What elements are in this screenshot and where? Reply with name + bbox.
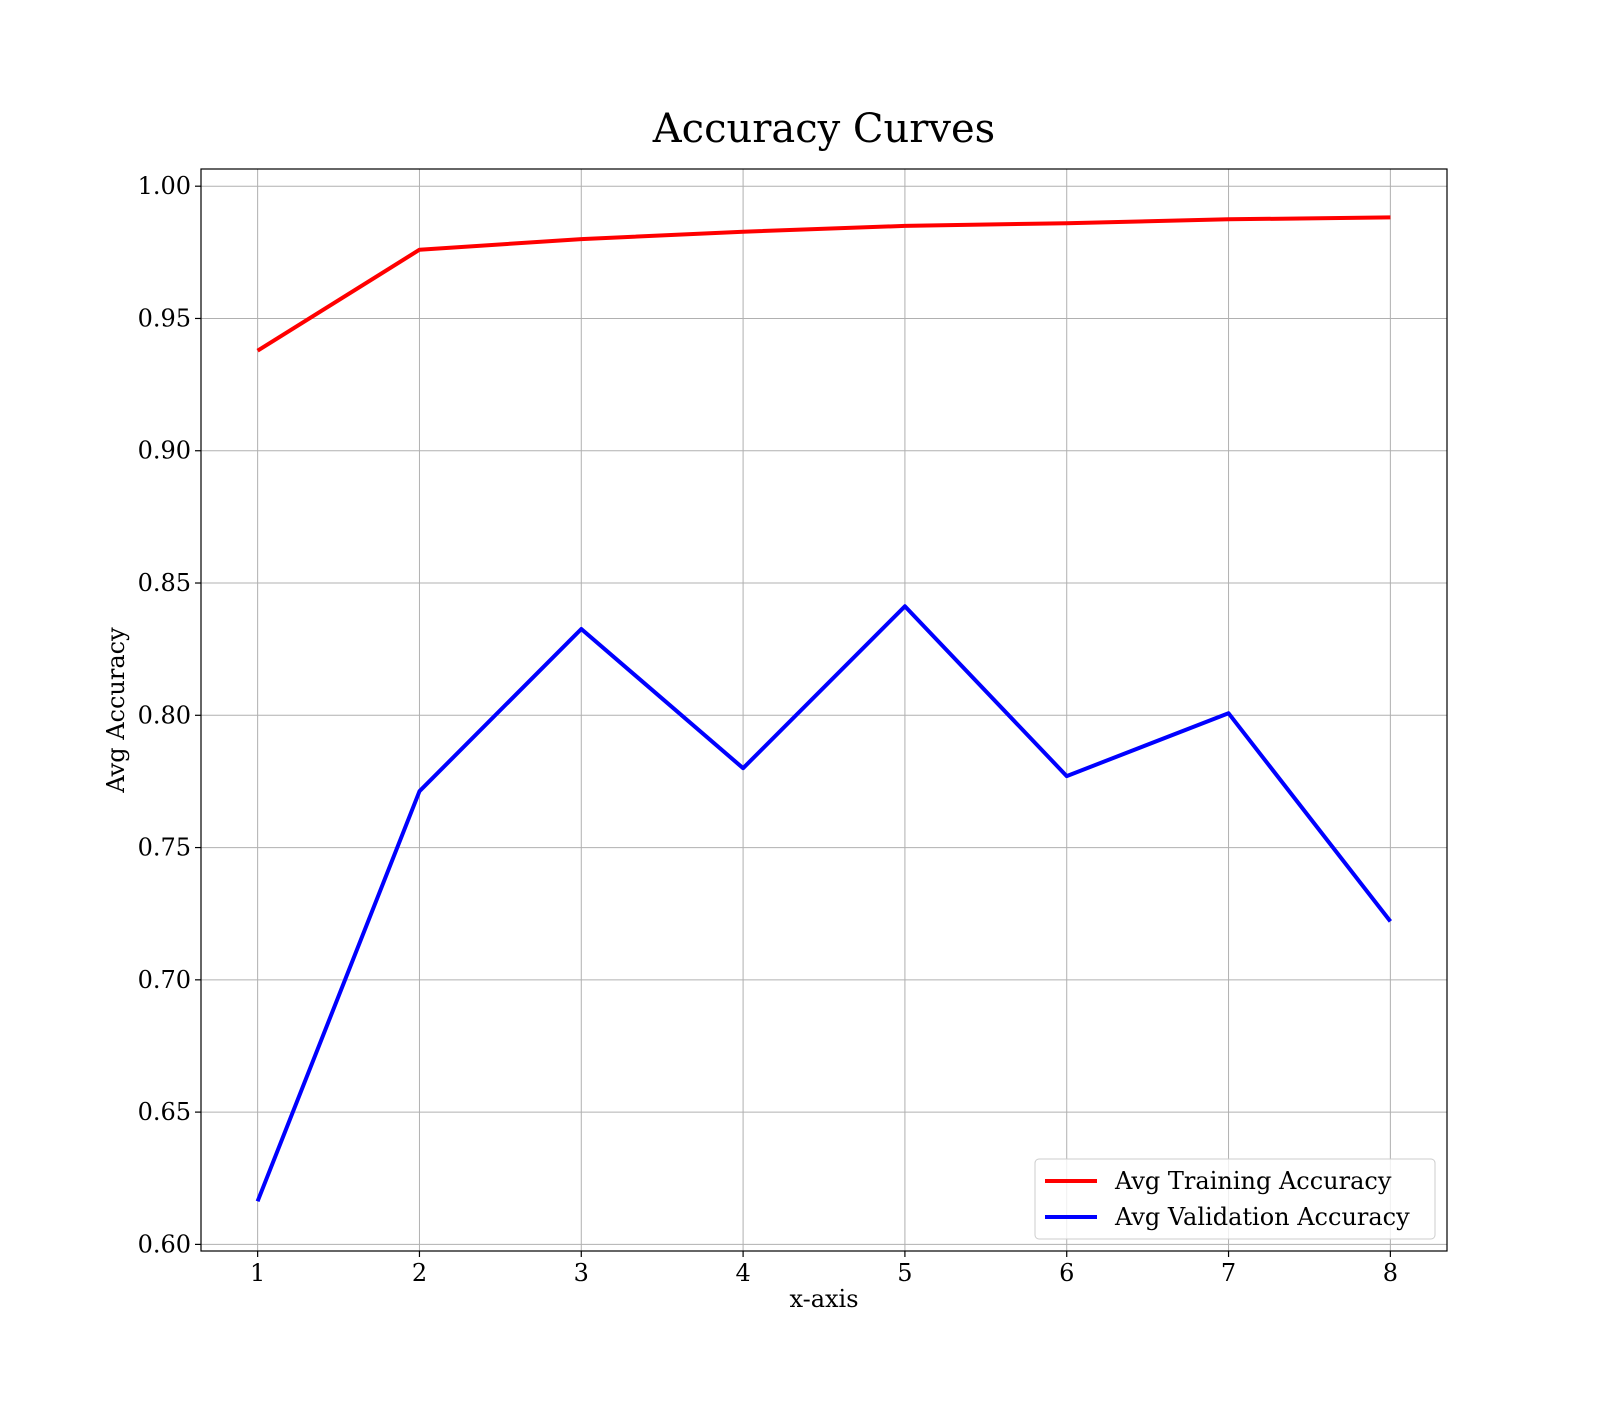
x-tick-label: 4 — [735, 1259, 750, 1287]
x-tick-label: 1 — [250, 1259, 265, 1287]
x-tick-label: 3 — [574, 1259, 589, 1287]
chart-title: Accuracy Curves — [652, 106, 995, 152]
y-tick-label: 0.75 — [138, 834, 191, 862]
x-tick-label: 2 — [412, 1259, 427, 1287]
series-layer — [255, 215, 1392, 1203]
y-tick-label: 1.00 — [138, 172, 191, 200]
y-tick-label: 0.85 — [138, 569, 191, 597]
plot-frame — [200, 168, 1448, 1252]
x-tick-label: 6 — [1059, 1259, 1074, 1287]
legend-label-1: Avg Training Accuracy — [1114, 1167, 1392, 1195]
y-tick-label: 0.60 — [138, 1230, 191, 1258]
x-tick-label: 8 — [1383, 1259, 1398, 1287]
x-axis-label: x-axis — [789, 1285, 858, 1313]
y-axis-label: Avg Accuracy — [102, 627, 130, 794]
legend-label-2: Avg Validation Accuracy — [1114, 1203, 1410, 1231]
x-tick-label: 7 — [1221, 1259, 1236, 1287]
legend: Avg Training Accuracy Avg Validation Accu… — [1034, 1158, 1436, 1240]
legend-box — [1034, 1158, 1436, 1240]
y-tick-label: 0.95 — [138, 304, 191, 332]
grid-layer — [201, 169, 1447, 1251]
y-tick-label: 0.90 — [138, 437, 191, 465]
series-line-1 — [256, 215, 1391, 353]
series-line-2 — [255, 604, 1392, 1203]
tick-layer: 1 2 3 4 5 6 7 8 0.60 0.65 0.70 0.75 0.80 0.85 0.90 0.95… — [138, 172, 1398, 1287]
y-tick-label: 0.65 — [138, 1098, 191, 1126]
y-tick-label: 0.80 — [138, 701, 191, 729]
y-tick-label: 0.70 — [138, 966, 191, 994]
x-tick-label: 5 — [897, 1259, 912, 1287]
